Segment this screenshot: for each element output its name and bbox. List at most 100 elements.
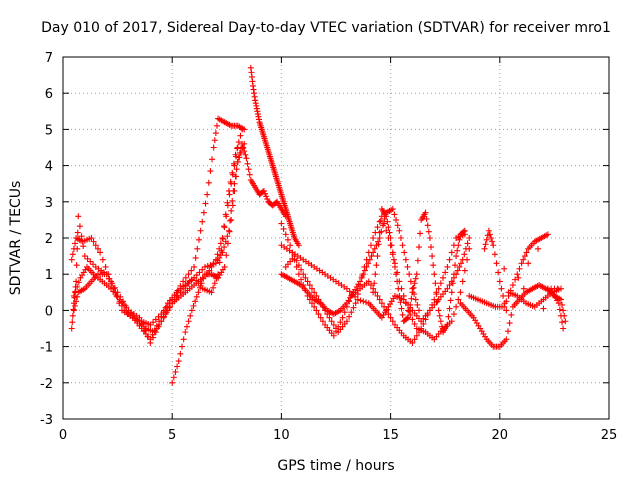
data-point — [84, 255, 91, 262]
data-point — [114, 289, 121, 296]
data-point — [73, 262, 80, 269]
data-point — [190, 302, 197, 309]
data-point — [308, 285, 315, 292]
data-point — [280, 225, 287, 232]
data-point — [383, 227, 390, 234]
data-point — [166, 304, 173, 311]
data-point — [429, 253, 436, 260]
data-point — [493, 260, 500, 267]
data-point — [330, 321, 337, 328]
data-point — [518, 260, 525, 267]
data-point — [80, 243, 87, 250]
data-point — [498, 285, 505, 292]
data-point — [150, 334, 157, 341]
data-point — [358, 274, 365, 281]
data-point — [308, 300, 315, 307]
data-point — [453, 253, 460, 260]
data-point — [239, 140, 246, 147]
data-point — [515, 274, 522, 281]
data-point — [71, 294, 78, 301]
data-point — [352, 300, 359, 307]
data-point — [326, 314, 333, 321]
data-point — [182, 329, 189, 336]
data-point — [94, 245, 101, 252]
x-tick-label: 15 — [382, 428, 399, 443]
data-point — [394, 278, 401, 285]
data-point — [435, 307, 442, 314]
data-point — [454, 247, 461, 254]
data-point — [389, 318, 396, 325]
data-point — [444, 321, 451, 328]
data-point — [394, 222, 401, 229]
data-point — [219, 249, 226, 256]
data-point — [231, 180, 238, 187]
data-point — [174, 292, 181, 299]
data-point — [311, 303, 318, 310]
data-point — [207, 262, 214, 269]
data-point — [396, 292, 403, 299]
data-point — [88, 235, 95, 241]
data-point — [372, 271, 379, 278]
data-point — [388, 242, 395, 249]
series-trace-i — [278, 235, 473, 325]
series-trace-a — [68, 115, 248, 328]
data-point — [440, 274, 447, 281]
data-point — [192, 254, 199, 261]
data-point — [92, 242, 99, 249]
data-point — [367, 282, 374, 289]
data-point — [298, 266, 305, 273]
y-tick-label: 2 — [45, 232, 53, 247]
data-point — [466, 235, 473, 241]
data-point — [486, 231, 493, 238]
data-point — [413, 332, 420, 339]
data-point — [371, 280, 378, 287]
data-point — [236, 149, 243, 156]
data-point — [457, 289, 464, 296]
data-point — [406, 308, 413, 315]
data-point — [398, 305, 405, 312]
data-point — [161, 313, 168, 320]
data-point — [391, 211, 398, 218]
data-point — [221, 263, 228, 270]
series-trace-b — [70, 126, 246, 336]
data-point — [385, 224, 392, 231]
data-point — [328, 318, 335, 325]
data-point — [390, 256, 397, 263]
data-point — [397, 235, 404, 241]
data-point — [293, 263, 300, 270]
data-point — [448, 249, 455, 256]
data-point — [234, 158, 241, 165]
data-point — [282, 231, 289, 238]
data-point — [90, 238, 97, 245]
data-point — [360, 271, 367, 278]
data-point — [74, 245, 81, 252]
data-point — [339, 314, 346, 321]
data-point — [452, 262, 459, 269]
data-point — [446, 305, 453, 312]
data-point — [193, 293, 200, 300]
data-point — [371, 245, 378, 252]
data-point — [205, 179, 212, 186]
data-point — [200, 209, 207, 216]
data-point — [435, 285, 442, 292]
data-point — [354, 296, 361, 303]
data-point — [298, 276, 305, 283]
data-point — [242, 151, 249, 158]
data-point — [319, 318, 326, 325]
data-point — [490, 242, 497, 249]
data-point — [74, 293, 81, 300]
data-point — [386, 229, 393, 236]
data-point — [278, 220, 285, 227]
data-point — [231, 162, 238, 169]
data-point — [415, 329, 422, 336]
data-point — [412, 296, 419, 303]
data-point — [72, 302, 79, 309]
data-point — [437, 318, 444, 325]
data-point — [508, 311, 515, 318]
data-point — [106, 275, 113, 282]
data-point — [191, 263, 198, 270]
y-tick-label: -2 — [40, 377, 53, 392]
data-point — [97, 249, 104, 256]
data-point — [169, 379, 176, 386]
data-point — [412, 275, 419, 282]
